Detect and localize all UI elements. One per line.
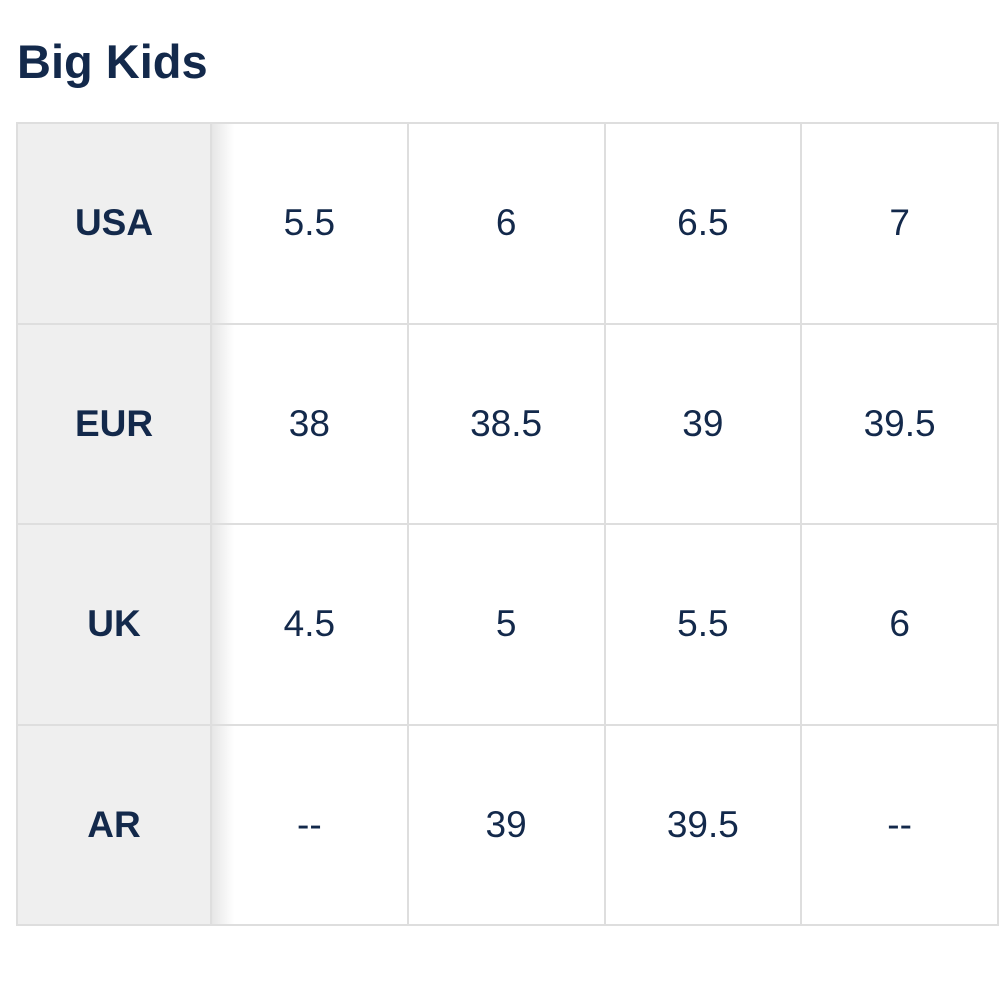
table-row: USA 5.5 6 6.5 7 — [16, 122, 999, 325]
size-cell: -- — [800, 723, 999, 926]
size-cell: 7 — [800, 122, 999, 325]
table-row: EUR 38 38.5 39 39.5 — [16, 322, 999, 525]
row-header: USA — [16, 122, 212, 325]
size-cell: 5 — [406, 523, 606, 726]
size-cell: 5.5 — [603, 523, 803, 726]
size-cell: 39.5 — [603, 723, 803, 926]
size-cell: 4.5 — [210, 523, 409, 726]
size-cell: 38 — [210, 322, 409, 525]
table-row: AR -- 39 39.5 -- — [16, 723, 999, 926]
row-header: UK — [16, 523, 212, 726]
size-cell: 39 — [406, 723, 606, 926]
size-table: USA 5.5 6 6.5 7 EUR 38 38.5 39 39.5 UK 4.5 5 5.5 6 AR --… — [16, 122, 999, 926]
row-header: AR — [16, 723, 212, 926]
size-cell: 5.5 — [210, 122, 409, 325]
size-cell: 6.5 — [603, 122, 803, 325]
size-cell: 39.5 — [800, 322, 999, 525]
row-header: EUR — [16, 322, 212, 525]
size-cell: 39 — [603, 322, 803, 525]
title: Big Kids — [17, 35, 208, 88]
size-cell: 6 — [406, 122, 606, 325]
table-row: UK 4.5 5 5.5 6 — [16, 523, 999, 726]
size-cell: 6 — [800, 523, 999, 726]
size-cell: 38.5 — [406, 322, 606, 525]
table-body: USA 5.5 6 6.5 7 EUR 38 38.5 39 39.5 UK 4.5 5 5.5 6 AR --… — [16, 122, 999, 926]
size-cell: -- — [210, 723, 409, 926]
